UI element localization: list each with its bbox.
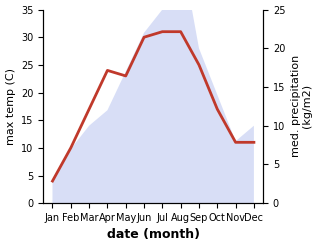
X-axis label: date (month): date (month) [107,228,200,242]
Y-axis label: med. precipitation
(kg/m2): med. precipitation (kg/m2) [291,55,313,158]
Y-axis label: max temp (C): max temp (C) [5,68,16,145]
